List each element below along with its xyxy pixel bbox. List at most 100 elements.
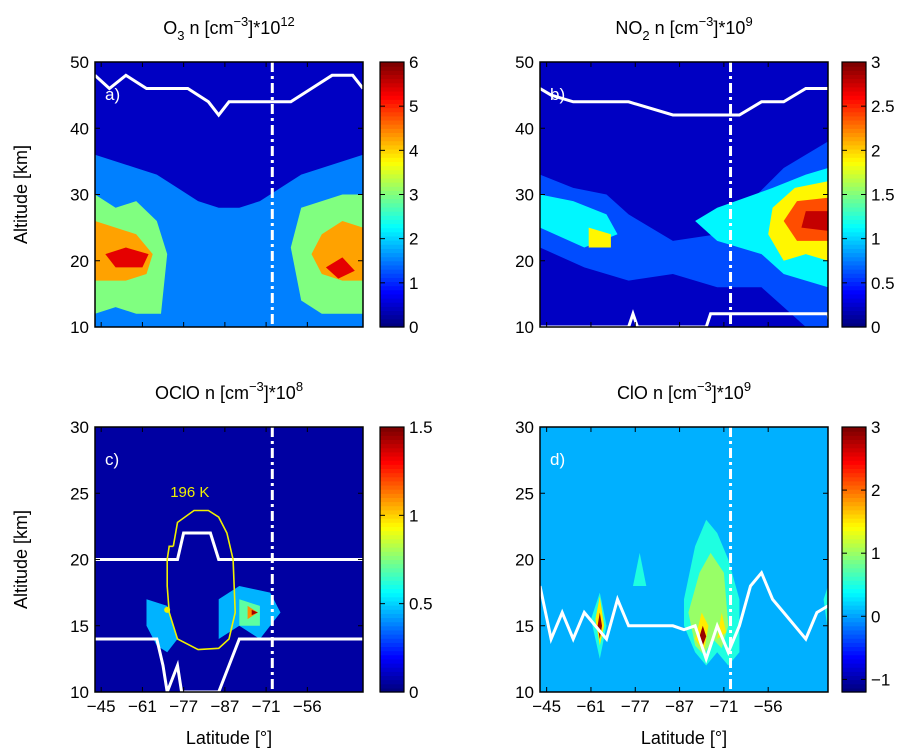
colorbar-segment — [842, 227, 866, 233]
colorbar-segment — [380, 148, 404, 154]
colorbar-tick-label: 1.5 — [871, 186, 895, 205]
colorbar-tick-label: 0 — [409, 683, 418, 702]
colorbar-segment — [842, 277, 866, 283]
colorbar-segment — [380, 95, 404, 100]
colorbar-tick-label: −1 — [871, 670, 890, 689]
colorbar-segment — [380, 82, 404, 88]
colorbar-segment — [842, 679, 866, 685]
colorbar-segment — [842, 613, 866, 619]
colorbar-segment — [842, 621, 866, 627]
colorbar-segment — [380, 431, 404, 436]
colorbar-segment — [842, 567, 866, 573]
colorbar-segment — [842, 298, 866, 303]
colorbar-segment — [380, 182, 404, 187]
colorbar-segment — [380, 128, 404, 133]
title-scale: ]*10 — [264, 383, 296, 403]
x-tick-label: −56 — [754, 697, 783, 716]
colorbar-segment — [842, 182, 866, 187]
colorbar-segment — [380, 248, 404, 254]
colorbar-segment — [842, 206, 866, 212]
colorbar-segment — [842, 513, 866, 519]
colorbar-segment — [842, 538, 866, 544]
white-contour-line — [95, 531, 363, 561]
colorbar-segment — [842, 447, 866, 453]
colorbar-segment — [842, 509, 866, 515]
y-tick-label: 30 — [515, 418, 534, 437]
contour-region — [325, 257, 355, 279]
y-tick-label: 15 — [515, 617, 534, 636]
colorbar-frame — [379, 426, 405, 693]
colorbar-segment — [842, 103, 866, 109]
title-superscript: −3 — [697, 379, 712, 394]
contour-region — [105, 247, 149, 268]
title-exponent: 9 — [745, 14, 752, 29]
colorbar-segment — [380, 646, 404, 652]
colorbar-tick-label: 3 — [871, 418, 880, 437]
colorbar-segment — [842, 526, 866, 532]
colorbar-segment — [842, 169, 866, 175]
colorbar-segment — [380, 580, 404, 585]
contour-fills — [95, 509, 363, 692]
colorbar-segment — [842, 600, 866, 606]
colorbar-tick-label: 5 — [409, 97, 418, 116]
colorbar-segment — [842, 683, 866, 689]
title-scale: ]*10 — [248, 18, 280, 38]
colorbar-segment — [842, 128, 866, 133]
colorbar-segment — [842, 609, 866, 614]
colorbar-segment — [380, 675, 404, 681]
colorbar-segment — [842, 493, 866, 498]
panel-title: ClO n [cm−3]*109 — [617, 379, 751, 403]
colorbar-segment — [842, 455, 866, 461]
colorbar-segment — [380, 289, 404, 295]
colorbar-tick-label: 6 — [409, 53, 418, 72]
colorbar-segment — [842, 629, 866, 635]
panel-label: d) — [550, 450, 565, 469]
colorbar-segment — [842, 571, 866, 577]
colorbar-segment — [380, 600, 404, 606]
colorbar-segment — [380, 124, 404, 129]
y-tick-label: 30 — [70, 186, 89, 205]
colorbar-segment — [842, 451, 866, 457]
colorbar-segment — [380, 240, 404, 245]
colorbar-segment — [842, 161, 866, 167]
colorbar-segment — [842, 310, 866, 316]
colorbar-tick-label: 0.5 — [409, 595, 433, 614]
colorbar-segment — [380, 588, 404, 594]
white-contour-line-bottom — [95, 637, 363, 692]
colorbar-segment — [380, 505, 404, 511]
colorbar-segment — [380, 650, 404, 656]
title-superscript: −3 — [249, 379, 264, 394]
y-tick-label: 20 — [515, 551, 534, 570]
colorbar-segment — [380, 215, 404, 220]
colorbar-segment — [380, 497, 404, 503]
colorbar-segment — [380, 613, 404, 619]
colorbar-segment — [380, 617, 404, 623]
x-axis-label: Latitude [°] — [186, 728, 272, 748]
x-tick-label: −61 — [128, 697, 157, 716]
colorbar-segment — [842, 157, 866, 162]
colorbar-segment — [842, 551, 866, 556]
colorbar-segment — [842, 256, 866, 262]
title-species: OClO — [155, 383, 200, 403]
colorbar-segment — [842, 576, 866, 581]
colorbar-segment — [842, 281, 866, 287]
colorbar-segment — [380, 427, 404, 432]
x-tick-label: −45 — [87, 697, 116, 716]
colorbar-tick-label: 1 — [409, 506, 418, 525]
title-units: n [cm — [650, 18, 699, 38]
colorbar-segment — [842, 202, 866, 208]
colorbar-segment — [842, 165, 866, 171]
colorbar-segment — [380, 460, 404, 465]
isotherm-line — [166, 509, 237, 651]
colorbar-segment — [380, 642, 404, 648]
isotherm-marker — [164, 606, 171, 613]
colorbar-segment — [842, 99, 866, 105]
colorbar-segment — [842, 107, 866, 113]
colorbar-segment — [842, 555, 866, 561]
colorbar-segment — [380, 468, 404, 474]
title-units: n [cm — [200, 383, 249, 403]
y-tick-label: 30 — [515, 186, 534, 205]
title-subscript: 3 — [177, 28, 184, 43]
